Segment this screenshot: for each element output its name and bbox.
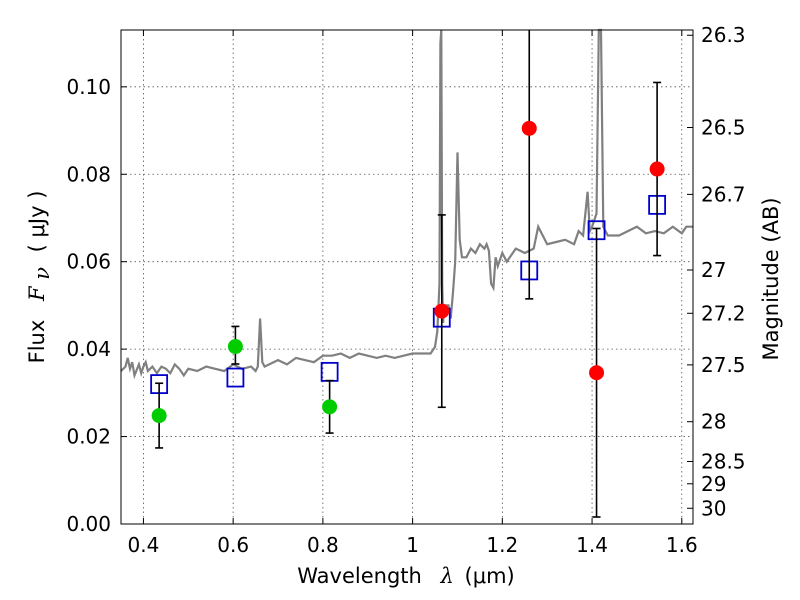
y-axis-label: Flux F ν ( μJy ) — [25, 191, 54, 364]
mag-tick-label: 27.2 — [701, 301, 746, 325]
plot-background — [121, 30, 693, 524]
nir-detection-point — [649, 161, 665, 177]
x-tick-label: 0.4 — [128, 533, 160, 557]
y-axis-label-unit: ( μJy ) — [25, 191, 49, 253]
nir-detection-point — [589, 365, 605, 381]
x-tick-label: 0.8 — [307, 533, 339, 557]
y-tick-label: 0.10 — [66, 75, 111, 99]
y2-axis-label: Magnitude (AB) — [759, 197, 783, 360]
model-photometry-square — [226, 367, 245, 388]
x-axis-label-unit: (μm) — [465, 564, 515, 588]
mag-tick-label: 27.5 — [701, 353, 746, 377]
y-tick-label: 0.02 — [66, 425, 111, 449]
y-tick-label: 0.06 — [66, 250, 111, 274]
mag-tick-label: 26.5 — [701, 115, 746, 139]
x-axis-label-symbol: λ — [440, 564, 454, 588]
data-marks — [150, 30, 667, 518]
y-axis-label-symbol: F — [25, 285, 49, 302]
x-tick-label: 1.2 — [486, 533, 518, 557]
mag-tick-label: 26.7 — [701, 182, 746, 206]
mag-tick-label: 26.3 — [701, 23, 746, 47]
nir-detection-point — [434, 303, 450, 319]
x-axis-label-text: Wavelength — [297, 564, 422, 588]
y-tick-label: 0.04 — [66, 337, 111, 361]
optical-detection-point — [227, 339, 243, 355]
y-axis-label-text: Flux — [25, 320, 49, 364]
x-tick-label: 1 — [406, 533, 419, 557]
x-tick-label: 1.6 — [666, 533, 698, 557]
mag-tick-label: 28.5 — [701, 449, 746, 473]
x-axis-label: Wavelength λ (μm) — [297, 564, 514, 588]
optical-detection-point — [322, 399, 338, 415]
optical-detection-point — [151, 408, 167, 424]
nir-detection-point — [521, 120, 537, 136]
x-tick-label: 1.4 — [576, 533, 608, 557]
y-axis-label-subscript: ν — [30, 267, 54, 280]
mag-tick-label: 30 — [701, 496, 726, 520]
mag-tick-label: 29 — [701, 472, 726, 496]
mag-tick-label: 27 — [701, 258, 726, 282]
y-tick-label: 0.00 — [66, 512, 111, 536]
y-tick-label: 0.08 — [66, 162, 111, 186]
plot-frame — [120, 29, 694, 525]
axes: 0.4 0.6 0.8 1 1.2 1.4 1.6 0.00 0.02 0.04 0.06 0.08 0… — [66, 23, 745, 557]
x-tick-label: 0.6 — [217, 533, 249, 557]
mag-tick-label: 28 — [701, 410, 726, 434]
